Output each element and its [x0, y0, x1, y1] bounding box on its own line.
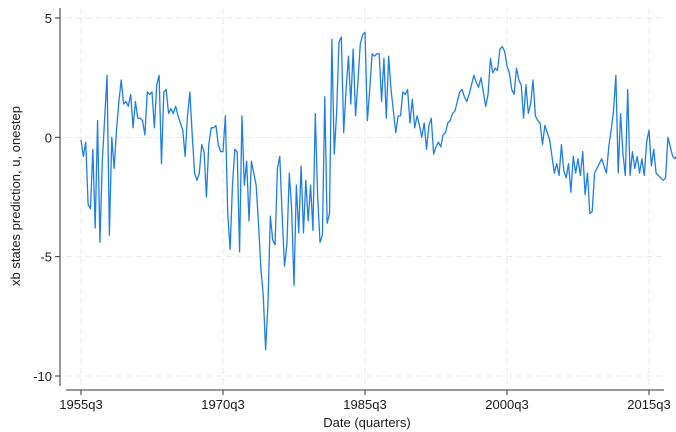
y-tick-label: -5	[40, 250, 52, 265]
axis-layer: 5 0 -5 -10 1955q3 1970q3 1985q3 2000q3 2015q3	[33, 8, 671, 412]
x-tick-label: 1955q3	[59, 397, 102, 412]
y-axis-title: xb states prediction, u, onestep	[8, 106, 23, 286]
y-tick-label: 0	[45, 130, 52, 145]
y-tick-label: 5	[45, 11, 52, 26]
x-tick-label: 1970q3	[201, 397, 244, 412]
series-layer	[80, 31, 676, 351]
grid-layer	[66, 8, 664, 386]
x-tick-label: 2000q3	[485, 397, 528, 412]
series-line	[80, 31, 676, 351]
x-tick-label: 1985q3	[343, 397, 386, 412]
y-tick-label: -10	[33, 369, 52, 384]
x-tick-label: 2015q3	[627, 397, 670, 412]
x-axis-title: Date (quarters)	[323, 415, 410, 430]
